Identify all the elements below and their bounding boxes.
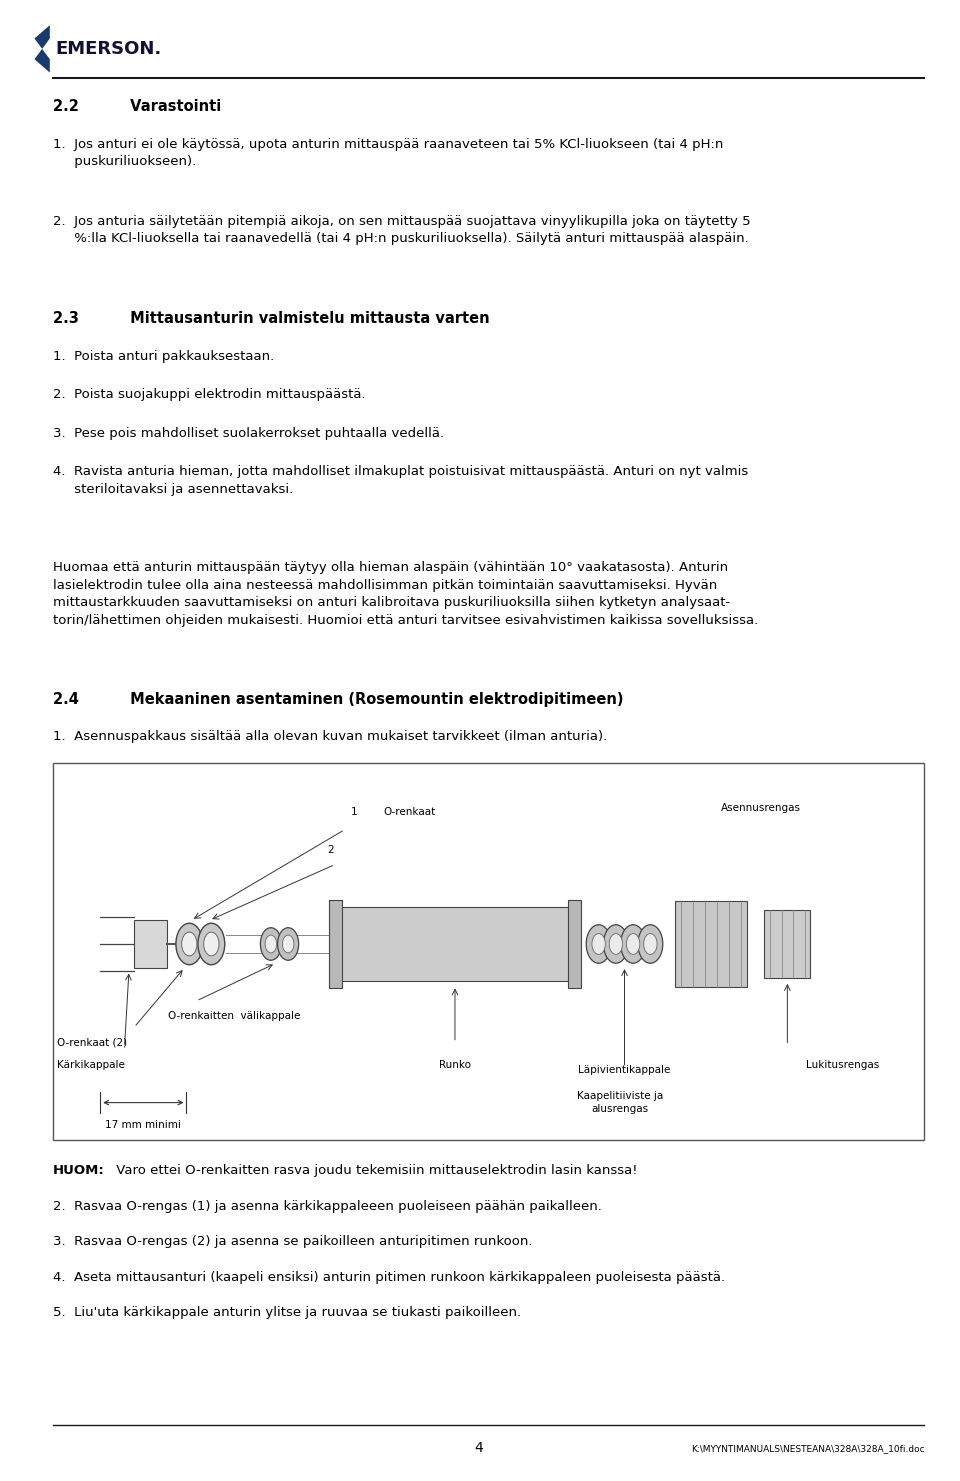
Circle shape xyxy=(643,933,657,954)
Text: Kärkikappale: Kärkikappale xyxy=(58,1060,126,1069)
Text: 1.  Jos anturi ei ole käytössä, upota anturin mittauspää raanaveteen tai 5% KCl-: 1. Jos anturi ei ole käytössä, upota ant… xyxy=(53,138,723,169)
Circle shape xyxy=(260,927,281,960)
Text: O-renkaat (2): O-renkaat (2) xyxy=(58,1037,128,1047)
Text: Asennusrengas: Asennusrengas xyxy=(721,803,801,813)
FancyBboxPatch shape xyxy=(133,920,167,967)
Circle shape xyxy=(277,927,299,960)
Text: O-renkaat: O-renkaat xyxy=(383,807,436,818)
FancyBboxPatch shape xyxy=(335,906,575,980)
Circle shape xyxy=(282,935,294,952)
FancyBboxPatch shape xyxy=(568,899,582,988)
Text: HUOM:: HUOM: xyxy=(53,1164,105,1177)
Text: 17 mm minimi: 17 mm minimi xyxy=(106,1120,181,1130)
Text: EMERSON.: EMERSON. xyxy=(56,40,162,58)
Text: 1.  Asennuspakkaus sisältää alla olevan kuvan mukaiset tarvikkeet (ilman anturia: 1. Asennuspakkaus sisältää alla olevan k… xyxy=(53,730,607,743)
Circle shape xyxy=(592,933,606,954)
Text: Läpivientikappale: Läpivientikappale xyxy=(578,1065,671,1075)
Circle shape xyxy=(265,935,276,952)
Text: 1: 1 xyxy=(351,807,358,818)
Text: 3.  Rasvaa O-rengas (2) ja asenna se paikoilleen anturipitimen runkoon.: 3. Rasvaa O-rengas (2) ja asenna se paik… xyxy=(53,1235,532,1248)
FancyBboxPatch shape xyxy=(328,899,342,988)
Circle shape xyxy=(181,932,197,955)
Text: 4.  Ravista anturia hieman, jotta mahdolliset ilmakuplat poistuisivat mittauspää: 4. Ravista anturia hieman, jotta mahdoll… xyxy=(53,465,748,496)
Text: Runko: Runko xyxy=(439,1060,471,1069)
Text: Huomaa että anturin mittauspään täytyy olla hieman alaspäin (vähintään 10° vaaka: Huomaa että anturin mittauspään täytyy o… xyxy=(53,561,758,626)
Circle shape xyxy=(587,924,612,963)
Circle shape xyxy=(627,933,639,954)
Text: Kaapelitiiviste ja
alusrengas: Kaapelitiiviste ja alusrengas xyxy=(577,1091,662,1114)
Text: 4.  Aseta mittausanturi (kaapeli ensiksi) anturin pitimen runkoon kärkikappaleen: 4. Aseta mittausanturi (kaapeli ensiksi)… xyxy=(53,1271,725,1284)
Text: 5.  Liu'uta kärkikappale anturin ylitse ja ruuvaa se tiukasti paikoilleen.: 5. Liu'uta kärkikappale anturin ylitse j… xyxy=(53,1306,521,1320)
Text: K:\MYYNTIMANUALS\NESTEANA\328A\328A_10fi.doc: K:\MYYNTIMANUALS\NESTEANA\328A\328A_10fi… xyxy=(690,1444,924,1453)
Circle shape xyxy=(176,923,203,964)
Circle shape xyxy=(198,923,225,964)
Text: Lukitusrengas: Lukitusrengas xyxy=(806,1060,879,1069)
Text: 2.2          Varastointi: 2.2 Varastointi xyxy=(53,99,221,114)
Circle shape xyxy=(604,924,629,963)
Circle shape xyxy=(637,924,662,963)
Text: 3.  Pese pois mahdolliset suolakerrokset puhtaalla vedellä.: 3. Pese pois mahdolliset suolakerrokset … xyxy=(53,427,444,440)
Text: 2.  Jos anturia säilytetään pitempiä aikoja, on sen mittauspää suojattava vinyyl: 2. Jos anturia säilytetään pitempiä aiko… xyxy=(53,215,751,246)
Text: 1.  Poista anturi pakkauksestaan.: 1. Poista anturi pakkauksestaan. xyxy=(53,350,274,363)
Text: 4: 4 xyxy=(474,1441,483,1456)
Text: 2: 2 xyxy=(327,844,334,855)
Circle shape xyxy=(621,924,645,963)
Text: 2.  Rasvaa O-rengas (1) ja asenna kärkikappaleeen puoleiseen päähän paikalleen.: 2. Rasvaa O-rengas (1) ja asenna kärkika… xyxy=(53,1200,602,1213)
Polygon shape xyxy=(35,25,50,49)
FancyBboxPatch shape xyxy=(764,909,810,977)
Text: Varo ettei O-renkaitten rasva joudu tekemisiin mittauselektrodin lasin kanssa!: Varo ettei O-renkaitten rasva joudu teke… xyxy=(112,1164,637,1177)
FancyBboxPatch shape xyxy=(53,763,924,1140)
Text: O-renkaitten  välikappale: O-renkaitten välikappale xyxy=(168,1010,300,1020)
Text: 2.3          Mittausanturin valmistelu mittausta varten: 2.3 Mittausanturin valmistelu mittausta … xyxy=(53,311,490,326)
Circle shape xyxy=(610,933,623,954)
FancyBboxPatch shape xyxy=(675,900,747,986)
Circle shape xyxy=(204,932,219,955)
Polygon shape xyxy=(35,49,50,73)
Text: 2.4          Mekaaninen asentaminen (Rosemountin elektrodipitimeen): 2.4 Mekaaninen asentaminen (Rosemountin … xyxy=(53,692,623,706)
Text: 2.  Poista suojakuppi elektrodin mittauspäästä.: 2. Poista suojakuppi elektrodin mittausp… xyxy=(53,388,366,401)
